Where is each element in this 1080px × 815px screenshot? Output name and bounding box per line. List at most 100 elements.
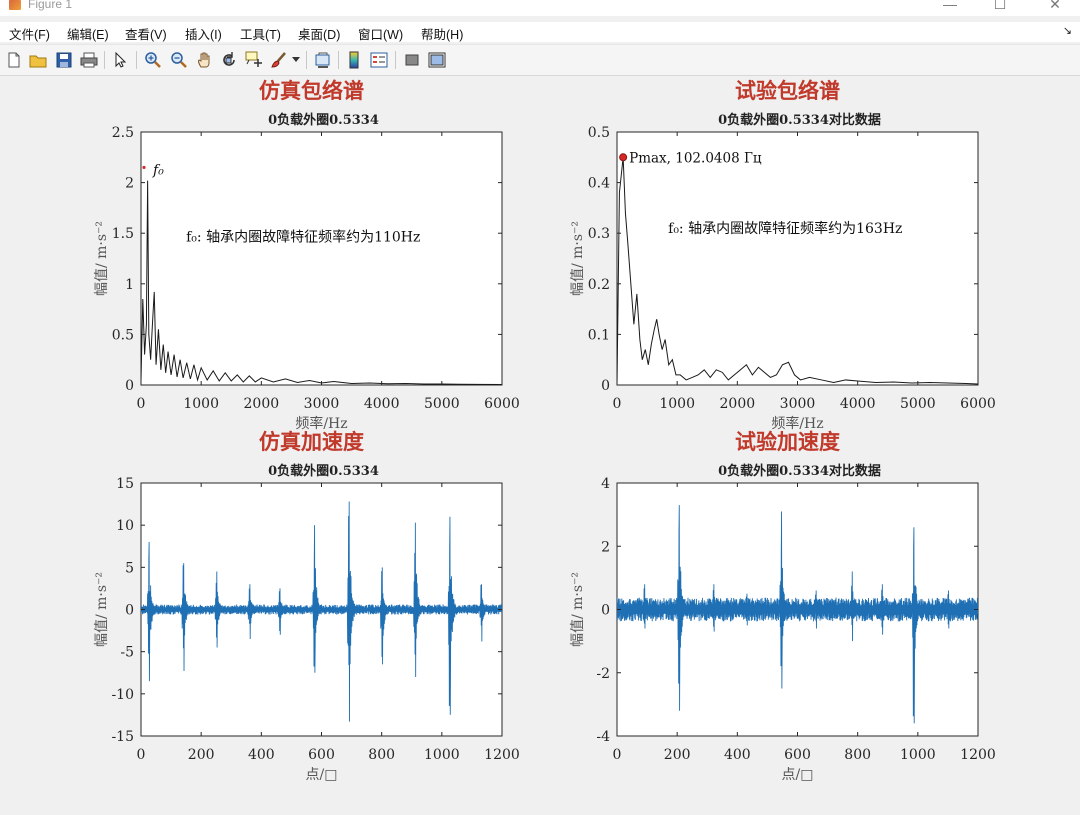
- chart-subtitle: 0负载外圈0.5334对比数据: [718, 463, 881, 479]
- y-tick-label: -15: [111, 729, 134, 745]
- x-tick-label: 3000: [304, 396, 340, 412]
- y-axis-label: 幅值/ m·s⁻²: [94, 221, 110, 296]
- x-axis-label: 点/□: [306, 767, 338, 783]
- y-tick-label: 0.1: [588, 327, 610, 343]
- y-tick-label: 10: [116, 518, 134, 534]
- x-tick-label: 5000: [424, 396, 460, 412]
- menu-window[interactable]: 窗口(W): [358, 28, 404, 42]
- x-tick-label: 2000: [244, 396, 280, 412]
- x-tick-label: 0: [137, 396, 146, 412]
- y-tick-label: 0.5: [588, 125, 610, 141]
- x-tick-label: 1200: [960, 747, 996, 763]
- series-line: [617, 157, 978, 385]
- x-tick-label: 200: [188, 747, 215, 763]
- zoom-in-icon[interactable]: [143, 50, 163, 70]
- print-icon[interactable]: [79, 50, 99, 70]
- x-tick-label: 0: [613, 747, 622, 763]
- y-tick-label: -4: [596, 729, 610, 745]
- menu-edit[interactable]: 编辑(E): [67, 28, 109, 42]
- peak-marker: [142, 165, 146, 170]
- x-tick-label: 6000: [484, 396, 520, 412]
- y-tick-label: 15: [116, 476, 134, 492]
- menu-tools[interactable]: 工具(T): [240, 28, 281, 42]
- x-tick-label: 5000: [900, 396, 936, 412]
- x-tick-label: 1000: [900, 747, 936, 763]
- insert-colorbar-icon[interactable]: [344, 50, 364, 70]
- y-tick-label: 2: [601, 539, 610, 555]
- x-tick-label: 400: [724, 747, 751, 763]
- chart-subtitle: 0负载外圈0.5334: [268, 112, 379, 128]
- window-title: Figure 1: [28, 0, 73, 11]
- open-file-icon[interactable]: [28, 50, 48, 70]
- x-tick-label: 0: [137, 747, 146, 763]
- y-axis-label: 幅值/ m·s⁻²: [570, 221, 586, 296]
- y-tick-label: 2.5: [112, 125, 134, 141]
- close-button[interactable]: ✕: [1049, 0, 1061, 12]
- x-tick-label: 600: [308, 747, 335, 763]
- chart-heading: 仿真加速度: [259, 429, 364, 454]
- series-line: [617, 505, 978, 724]
- series-line: [141, 501, 502, 722]
- menu-insert[interactable]: 插入(I): [185, 28, 222, 42]
- menu-desktop[interactable]: 桌面(D): [298, 28, 341, 42]
- y-tick-label: 5: [125, 560, 134, 576]
- menu-bar: 文件(F) 编辑(E) 查看(V) 插入(I) 工具(T) 桌面(D) 窗口(W…: [0, 22, 1080, 42]
- brush-dropdown-icon[interactable]: [290, 50, 302, 70]
- y-tick-label: 0.4: [588, 176, 610, 192]
- datatip-label: Pmax, 102.0408 Гц: [629, 150, 762, 166]
- y-axis-label: 幅值/ m·s⁻²: [570, 572, 586, 647]
- subplot-experimental-acceleration: 试验加速度 0负载外圈0.5334对比数据 0 200 400 600 800 1000 120…: [570, 429, 996, 783]
- annotation-text: f₀: 轴承内圈故障特征频率约为163Hz: [668, 220, 902, 237]
- y-tick-label: 1.5: [112, 226, 134, 242]
- x-tick-label: 1000: [659, 396, 695, 412]
- save-icon[interactable]: [54, 50, 74, 70]
- edit-plot-pointer-icon[interactable]: [111, 50, 131, 70]
- y-tick-label: 0.2: [588, 277, 610, 293]
- menu-file[interactable]: 文件(F): [9, 28, 50, 42]
- brush-icon[interactable]: [269, 50, 289, 70]
- y-tick-label: 1: [125, 277, 134, 293]
- subplot-simulated-acceleration: 仿真加速度 0负载外圈0.5334 0 200 400 600 800 1000 1200 -15…: [94, 429, 520, 783]
- menu-view[interactable]: 查看(V): [125, 28, 167, 42]
- x-tick-label: 600: [784, 747, 811, 763]
- minimize-button[interactable]: —: [943, 0, 957, 12]
- link-plot-icon[interactable]: [313, 50, 333, 70]
- x-tick-label: 800: [844, 747, 871, 763]
- x-tick-label: 1000: [424, 747, 460, 763]
- annotation-text: f₀: 轴承内圈故障特征频率约为110Hz: [186, 228, 420, 245]
- matlab-figure-icon: [9, 0, 21, 10]
- rotate-3d-icon[interactable]: [219, 50, 239, 70]
- hide-plot-tools-icon[interactable]: [402, 50, 422, 70]
- maximize-button[interactable]: ☐: [993, 0, 1007, 12]
- x-tick-label: 0: [613, 396, 622, 412]
- datatip-marker: [619, 153, 628, 162]
- show-plot-tools-icon[interactable]: [427, 50, 447, 70]
- y-tick-label: 0: [125, 603, 134, 619]
- chart-heading: 试验加速度: [735, 429, 840, 454]
- y-tick-label: -2: [596, 666, 610, 682]
- y-tick-label: 4: [601, 476, 610, 492]
- x-tick-label: 6000: [960, 396, 996, 412]
- subplot-simulated-envelope-spectrum: 仿真包络谱 0负载外圈0.5334 0 1000 2000 3000 4000 5000 600…: [94, 78, 520, 432]
- new-figure-icon[interactable]: [4, 50, 24, 70]
- x-tick-label: 800: [368, 747, 395, 763]
- x-tick-label: 1000: [183, 396, 219, 412]
- dock-figure-icon[interactable]: ↘: [1062, 25, 1072, 37]
- chart-subtitle: 0负载外圈0.5334: [268, 463, 379, 479]
- series-line: [141, 180, 502, 385]
- y-tick-label: 0.5: [112, 327, 134, 343]
- pan-hand-icon[interactable]: [195, 50, 215, 70]
- x-tick-label: 4000: [840, 396, 876, 412]
- menu-help[interactable]: 帮助(H): [421, 28, 464, 42]
- y-tick-label: 0.3: [588, 226, 610, 242]
- window-titlebar: Figure 1 — ☐ ✕: [0, 0, 1080, 16]
- zoom-out-icon[interactable]: [169, 50, 189, 70]
- chart-heading: 试验包络谱: [735, 78, 840, 103]
- chart-heading: 仿真包络谱: [259, 78, 364, 103]
- y-tick-label: 0: [601, 378, 610, 394]
- x-axis-label: 频率/Hz: [295, 415, 347, 432]
- insert-legend-icon[interactable]: [369, 50, 389, 70]
- data-cursor-icon[interactable]: [244, 50, 264, 70]
- y-tick-label: 0: [601, 603, 610, 619]
